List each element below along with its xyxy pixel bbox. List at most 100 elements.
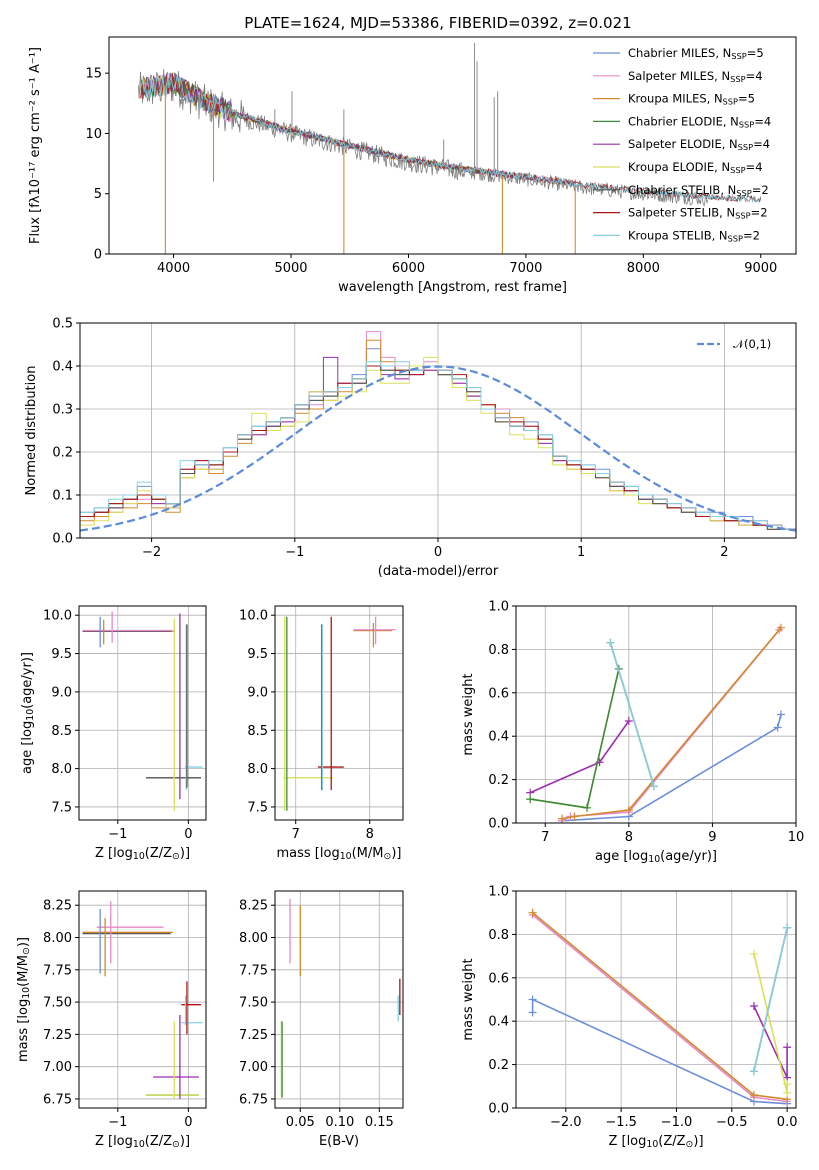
- mass-vs-Z-ytick-label: 7.00: [43, 1060, 72, 1075]
- residual-histogram-xtick-label: −2: [142, 545, 161, 560]
- model-spectrum-salpeter-miles: [140, 73, 576, 187]
- mass-weight-vs-Z-axes: −2.0 −1.5 −1.0 −0.5 0.0 0.0 0.2 0.4 0.6 0.8 1.0 Z […: [461, 885, 797, 1151]
- mass-vs-EBV-plot-area: [280, 898, 401, 1098]
- weight-point-marker: [624, 805, 633, 814]
- mass-weight-vs-age-frame: [515, 605, 797, 824]
- mass-vs-Z-ytick-label: 8.25: [43, 899, 72, 914]
- mass-vs-Z-ytick-label: 7.25: [43, 1028, 72, 1043]
- age-vs-mass-ytick-label: 9.5: [247, 647, 268, 662]
- weight-point-marker: [783, 1080, 792, 1089]
- mass-weight-vs-Z-ytick-label: 0.0: [488, 1102, 509, 1117]
- mass-vs-Z-xlabel: Z [log10(Z/Z⊙)]: [95, 1134, 190, 1150]
- weight-line-kroupa-elodie: [753, 953, 788, 1093]
- age-vs-Z-ytick-label: 9.5: [51, 647, 72, 662]
- legend-entry: Kroupa MILES, NSSP=5: [628, 92, 755, 107]
- spectrum-ytick-label: 15: [85, 67, 102, 82]
- age-vs-mass-xtick-label: 8: [366, 827, 374, 842]
- weight-line-kroupa-stelib: [609, 642, 655, 787]
- mass-vs-Z-ylabel: mass [log10(M/M⊙)]: [16, 937, 32, 1062]
- residual-histogram-axes: −2 −1 0 1 2 0.0 0.1 0.2 0.3 0.4 0.5 (data-model)/er…: [24, 317, 797, 579]
- spectrum-ylabel: Flux [fλ10⁻¹⁷ erg cm⁻² s⁻¹ A⁻¹]: [28, 47, 43, 244]
- age-vs-mass-ytick-label: 10.0: [239, 609, 268, 624]
- mass-weight-vs-age-xtick-label: 7: [541, 830, 549, 845]
- mass-weight-vs-age-ytick-label: 0.6: [488, 686, 509, 701]
- age-vs-Z-ytick-label: 10.0: [43, 609, 72, 624]
- spectrum-xtick-label: 7000: [509, 261, 542, 276]
- mass-weight-vs-Z-xtick-label: −0.5: [716, 1115, 748, 1130]
- weight-point-marker: [606, 638, 615, 647]
- mass-vs-EBV-xtick-label: 0.10: [325, 1115, 354, 1130]
- legend-entry: Salpeter MILES, NSSP=4: [628, 69, 763, 84]
- mass-vs-EBV-ytick-label: 7.00: [239, 1060, 268, 1075]
- mass-vs-Z-ytick-label: 6.75: [43, 1092, 72, 1107]
- age-vs-Z-ytick-label: 7.5: [51, 800, 72, 815]
- age-vs-Z-ylabel: age [log10(age/yr)]: [20, 652, 36, 774]
- age-vs-mass-frame: [274, 605, 404, 821]
- weight-point-marker: [749, 1002, 758, 1011]
- age-vs-Z-xtick-label: 0: [184, 827, 192, 842]
- mass-vs-EBV-axes: 0.05 0.10 0.15 6.75 7.00 7.25 7.50 7.75 8.00 8.25…: [239, 890, 404, 1149]
- model-spectrum-kroupa-miles: [140, 75, 576, 187]
- weight-line-kroupa-miles: [532, 912, 788, 1101]
- weight-line-salpeter-miles: [532, 914, 788, 1103]
- mass-weight-vs-age-ytick-label: 0.0: [488, 817, 509, 832]
- mass-weight-vs-age-ytick-label: 1.0: [488, 600, 509, 615]
- mass-weight-vs-age-xtick-label: 8: [625, 830, 633, 845]
- residual-histogram-ytick-label: 0.5: [52, 317, 73, 332]
- age-vs-Z-ytick-label: 8.0: [51, 762, 72, 777]
- weight-point-marker: [773, 723, 782, 732]
- age-vs-mass-ytick-label: 9.0: [247, 685, 268, 700]
- legend-entry: Kroupa STELIB, NSSP=2: [628, 228, 760, 243]
- residual-histogram-xtick-label: 1: [577, 545, 585, 560]
- age-vs-mass-axes: 7 8 7.5 8.0 8.5 9.0 9.5 10.0 mass [log10(M/M⊙)]: [239, 605, 404, 862]
- mass-weight-vs-Z-ytick-label: 0.2: [488, 1058, 509, 1073]
- weight-point-marker: [649, 782, 658, 791]
- legend-entry: Kroupa ELODIE, NSSP=4: [628, 160, 763, 175]
- normal-distribution-curve: [80, 365, 796, 532]
- legend-entry: Chabrier MILES, NSSP=5: [628, 46, 764, 61]
- mass-vs-Z-xtick-label: −1: [108, 1115, 127, 1130]
- weight-point-marker: [776, 623, 785, 632]
- weight-point-marker: [528, 1008, 537, 1017]
- weight-point-marker: [583, 803, 592, 812]
- histogram-series-kroupa-stelib: [80, 361, 796, 530]
- weight-point-marker: [557, 814, 566, 823]
- mass-weight-vs-age-ytick-label: 0.8: [488, 643, 509, 658]
- residual-histogram-xtick-label: −1: [285, 545, 304, 560]
- weight-point-marker: [624, 717, 633, 726]
- mass-weight-vs-Z-ytick-label: 1.0: [488, 885, 509, 900]
- legend-entry-normal: 𝒩(0,1): [733, 337, 771, 351]
- age-vs-Z-axes: −1 0 7.5 8.0 8.5 9.0 9.5 10.0 Z [log10(Z/Z⊙)] age…: [20, 605, 207, 862]
- mass-vs-EBV-ytick-label: 7.75: [239, 963, 268, 978]
- mass-vs-Z-ytick-label: 7.75: [43, 963, 72, 978]
- weight-line-kroupa-stelib: [753, 927, 788, 1072]
- age-vs-mass-xlabel: mass [log10(M/M⊙)]: [277, 846, 402, 862]
- mass-weight-vs-Z-ytick-label: 0.4: [488, 1015, 509, 1030]
- mass-weight-vs-Z-xtick-label: −2.0: [550, 1115, 582, 1130]
- spectrum-ytick-label: 0: [94, 248, 102, 263]
- weight-point-marker: [749, 1067, 758, 1076]
- mass-vs-EBV-xtick-label: 0.15: [365, 1115, 394, 1130]
- mass-vs-EBV-ytick-label: 7.50: [239, 996, 268, 1011]
- spectrum-ytick-label: 10: [85, 127, 102, 142]
- mass-weight-vs-age-ylabel: mass weight: [461, 673, 476, 755]
- mass-vs-EBV-xtick-label: 0.05: [286, 1115, 315, 1130]
- weight-point-marker: [528, 995, 537, 1004]
- weight-line-kroupa-miles: [561, 627, 782, 820]
- mass-vs-EBV-ytick-label: 6.75: [239, 1092, 268, 1107]
- spectrum-xtick-label: 6000: [392, 261, 425, 276]
- weight-point-marker: [783, 923, 792, 932]
- figure-title: PLATE=1624, MJD=53386, FIBERID=0392, z=0…: [244, 14, 631, 32]
- age-vs-Z-ytick-label: 8.5: [51, 724, 72, 739]
- mass-weight-vs-age-ytick-label: 0.4: [488, 730, 509, 745]
- mass-weight-vs-Z-frame: [515, 890, 797, 1109]
- mass-weight-vs-Z-ylabel: mass weight: [461, 958, 476, 1040]
- weight-line-chabrier-miles: [531, 998, 788, 1105]
- spectrum-xtick-label: 4000: [157, 261, 190, 276]
- weight-point-marker: [749, 1090, 758, 1099]
- weight-point-marker: [749, 949, 758, 958]
- age-vs-mass-ytick-label: 7.5: [247, 800, 268, 815]
- spectrum-xtick-label: 8000: [627, 261, 660, 276]
- mass-weight-vs-Z-plot-area: [528, 908, 792, 1108]
- weight-line-chabrier-miles: [561, 714, 782, 822]
